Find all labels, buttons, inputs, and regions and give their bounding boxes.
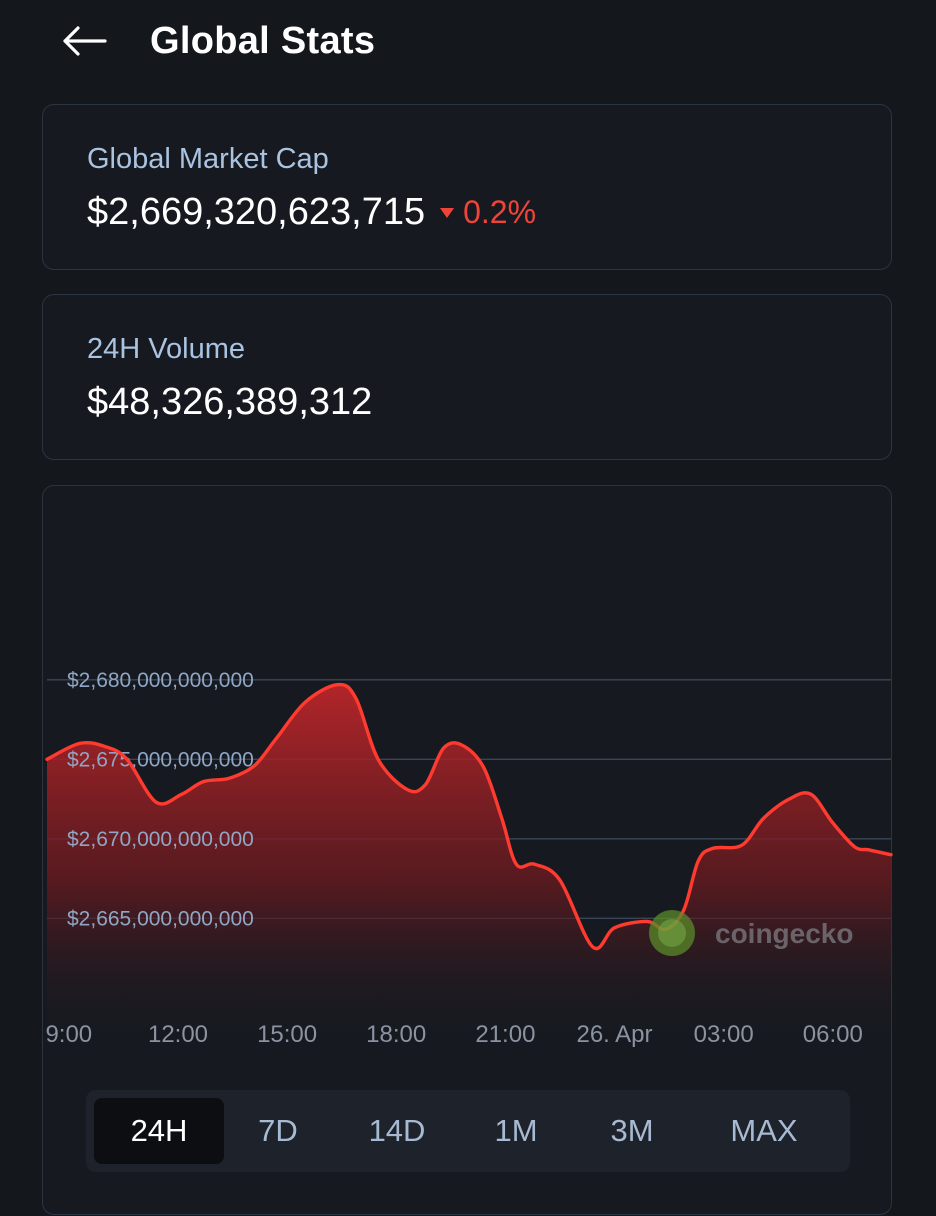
chart-area-fill [47,684,891,1046]
chart-data-point [43,755,51,763]
y-tick-label: $2,675,000,000,000 [67,748,254,771]
caret-down-icon [440,207,455,218]
range-button-max[interactable]: MAX [730,1113,798,1148]
x-tick-label: 12:00 [148,1021,208,1048]
y-tick-label: $2,680,000,000,000 [67,669,254,692]
chart-data-point [498,814,506,822]
range-button-7d[interactable]: 7D [258,1113,298,1148]
volume-label: 24H Volume [87,333,245,365]
chart-data-point [512,860,520,868]
volume-value: $48,326,389,312 [87,381,373,423]
market-cap-chart[interactable]: $2,680,000,000,000 $2,675,000,000,000 $2,6… [43,486,893,1216]
chart-data-point [760,814,768,822]
chart-data-point [101,743,109,751]
chart-data-point [694,857,702,865]
chart-data-point [556,876,564,884]
market-cap-value: $2,669,320,623,715 [87,191,426,233]
arrow-left-icon [63,26,107,56]
volume-card: 24H Volume $48,326,389,312 [42,294,892,460]
range-button-1m[interactable]: 1M [494,1113,538,1148]
x-tick-label: 06:00 [803,1021,863,1048]
range-button-3m[interactable]: 3M [610,1113,654,1148]
chart-data-point [440,744,448,752]
back-button[interactable] [56,16,112,66]
chart-data-point [851,843,859,851]
chart-data-point [643,918,651,926]
range-button-14d[interactable]: 14D [368,1113,426,1148]
chart-data-point [807,790,815,798]
chart-data-point [301,698,309,706]
x-tick-label: 26. Apr [576,1021,652,1048]
chart-data-point [334,681,342,689]
market-cap-card: Global Market Cap $2,669,320,623,715 0.2… [42,104,892,270]
chart-data-point [152,798,160,806]
x-tick-label: 18:00 [366,1021,426,1048]
page-title: Global Stats [150,20,376,62]
market-cap-label: Global Market Cap [87,143,329,175]
chart-data-point [829,819,837,827]
market-cap-change: 0.2% [439,194,536,231]
time-range-selector: 24H 7D 14D 1M 3M MAX [86,1090,850,1172]
chart-data-point [272,735,280,743]
chart-data-point [374,755,382,763]
chart-data-point [738,841,746,849]
chart-data-point [458,741,466,749]
chart-data-point [76,739,84,747]
chart-data-point [123,755,131,763]
y-tick-label: $2,670,000,000,000 [67,828,254,851]
chart-data-point [611,924,619,932]
x-tick-label: 03:00 [694,1021,754,1048]
chart-data-point [199,778,207,786]
market-cap-change-value: 0.2% [463,194,537,230]
chart-data-point [531,860,539,868]
chart-data-point [709,844,717,852]
chart-data-point [865,846,873,854]
x-tick-label: 15:00 [257,1021,317,1048]
x-tick-label: 9:00 [45,1021,92,1048]
chart-data-point [352,695,360,703]
chart-data-point [250,762,258,770]
x-tick-label: 21:00 [475,1021,535,1048]
chart-data-point [785,795,793,803]
watermark-text: coingecko [715,918,853,949]
chart-series-line [45,682,893,951]
chart-data-point [178,790,186,798]
y-tick-label: $2,665,000,000,000 [67,907,254,930]
app-header: Global Stats [0,0,936,84]
range-button-24h[interactable]: 24H [94,1098,224,1164]
market-cap-row: $2,669,320,623,715 0.2% [87,191,536,234]
coingecko-watermark: coingecko [649,910,853,956]
chart-data-point [225,774,233,782]
chart-data-point [589,943,597,951]
chart-data-point [421,781,429,789]
chart-data-point [480,763,488,771]
chart-data-point [403,786,411,794]
